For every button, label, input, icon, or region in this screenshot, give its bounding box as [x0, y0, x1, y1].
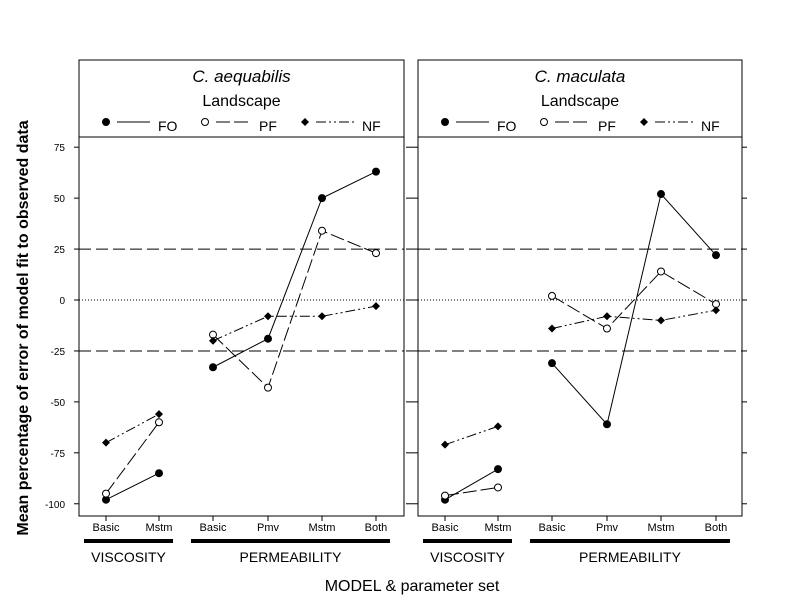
- data-point: [264, 312, 272, 321]
- group-label: VISCOSITY: [91, 549, 166, 565]
- x-tick-label: Mstm: [648, 522, 675, 534]
- series-line: [105, 413, 160, 444]
- x-tick-label: Mstm: [485, 522, 512, 534]
- y-tick-label: -100: [45, 500, 65, 511]
- data-point: [548, 359, 556, 368]
- data-point: [548, 324, 556, 333]
- x-axis-label: MODEL & parameter set: [325, 578, 500, 595]
- x-tick-label: Mstm: [146, 522, 173, 534]
- y-tick-label: -50: [51, 398, 66, 409]
- data-point: [494, 465, 502, 474]
- data-point: [318, 226, 326, 235]
- series-line: [444, 425, 499, 446]
- series-line: [212, 230, 377, 389]
- group-bar: [84, 539, 173, 543]
- plot-area: [78, 136, 405, 517]
- data-point: [372, 249, 380, 258]
- series-line: [212, 171, 377, 368]
- data-point: [155, 418, 163, 427]
- series-line: [444, 486, 499, 497]
- data-point: [318, 194, 326, 203]
- legend-label: NF: [701, 118, 720, 134]
- data-point: [603, 312, 611, 321]
- data-point: [102, 438, 110, 447]
- data-point: [548, 291, 556, 300]
- x-tick-label: Both: [365, 522, 388, 534]
- x-tick-label: Mstm: [309, 522, 336, 534]
- data-point: [603, 420, 611, 429]
- data-point: [209, 363, 217, 372]
- series-line: [105, 472, 160, 501]
- panel-title: C. maculata: [535, 67, 626, 86]
- group-bar: [530, 539, 730, 543]
- data-point: [494, 422, 502, 431]
- data-point: [372, 302, 380, 311]
- legend-label: FO: [497, 118, 517, 134]
- group-bar: [191, 539, 390, 543]
- x-tick-label: Basic: [200, 522, 227, 534]
- plot-area: [417, 136, 743, 517]
- data-point: [657, 267, 665, 276]
- data-point: [494, 483, 502, 492]
- data-point: [102, 489, 110, 498]
- legend-title: Landscape: [541, 93, 619, 110]
- legend-marker: [640, 118, 648, 126]
- y-axis-label: Mean percentage of error of model fit to…: [15, 120, 32, 535]
- x-tick-label: Pmv: [257, 522, 280, 534]
- series-line: [551, 270, 717, 330]
- x-tick-label: Pmv: [596, 522, 619, 534]
- data-point: [603, 324, 611, 333]
- y-tick-label: 0: [59, 296, 65, 307]
- group-label: PERMEABILITY: [579, 549, 682, 565]
- data-point: [657, 190, 665, 199]
- legend-label: PF: [598, 118, 616, 134]
- legend-marker: [540, 118, 548, 126]
- data-point: [441, 491, 449, 500]
- legend-marker: [301, 118, 309, 126]
- data-point: [264, 383, 272, 392]
- group-bar: [423, 539, 512, 543]
- x-tick-label: Basic: [432, 522, 459, 534]
- legend-label: NF: [362, 118, 381, 134]
- series-line: [444, 468, 499, 501]
- legend-label: FO: [158, 118, 178, 134]
- legend-marker: [201, 118, 209, 126]
- legend-marker: [441, 118, 449, 126]
- panel-title: C. aequabilis: [192, 67, 291, 86]
- series-line: [551, 309, 717, 330]
- y-tick-label: -25: [51, 347, 66, 358]
- y-tick-label: 50: [54, 194, 66, 205]
- series-line: [551, 193, 717, 426]
- data-point: [209, 336, 217, 345]
- legend-label: PF: [259, 118, 277, 134]
- data-point: [318, 312, 326, 321]
- group-label: PERMEABILITY: [240, 549, 343, 565]
- x-tick-label: Basic: [539, 522, 566, 534]
- y-tick-label: 75: [54, 143, 66, 154]
- group-label: VISCOSITY: [430, 549, 505, 565]
- series-line: [212, 305, 377, 342]
- data-point: [657, 316, 665, 325]
- x-tick-label: Both: [705, 522, 728, 534]
- legend-marker: [102, 118, 110, 126]
- data-point: [155, 469, 163, 478]
- y-tick-label: -75: [51, 449, 66, 460]
- data-point: [712, 251, 720, 260]
- data-point: [264, 334, 272, 343]
- data-point: [712, 306, 720, 315]
- legend-title: Landscape: [202, 93, 280, 110]
- x-tick-label: Basic: [93, 522, 120, 534]
- data-point: [441, 440, 449, 449]
- series-line: [105, 421, 160, 494]
- data-point: [155, 410, 163, 419]
- data-point: [372, 167, 380, 176]
- y-tick-label: 25: [54, 245, 66, 256]
